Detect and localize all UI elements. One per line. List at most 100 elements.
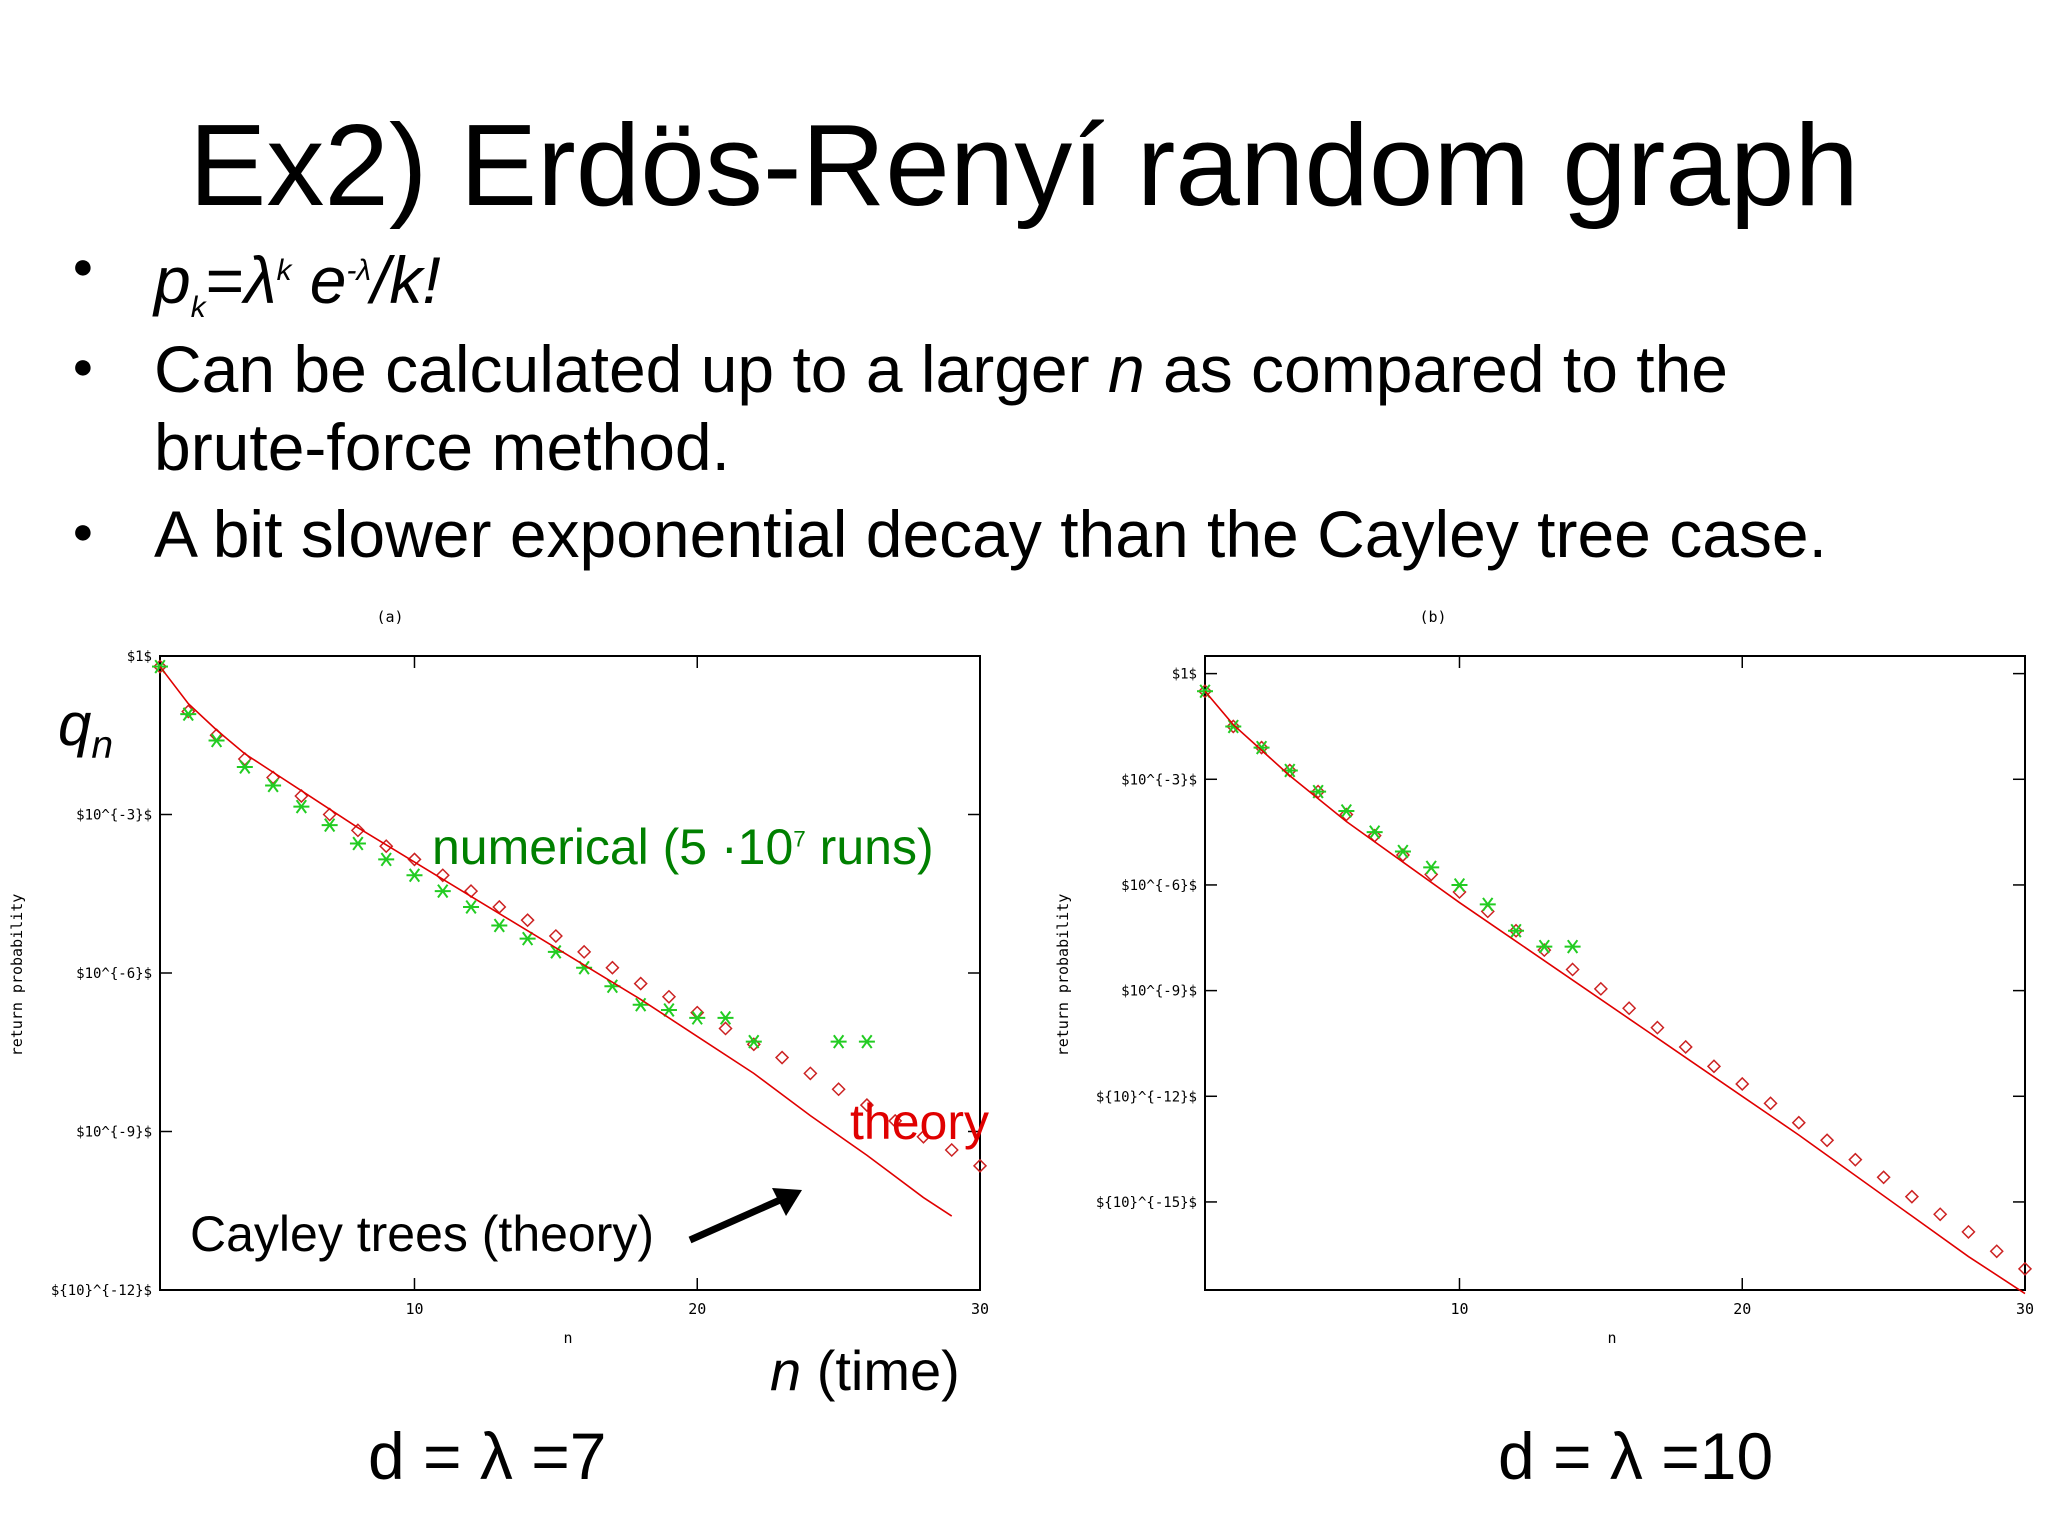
numerical-point-b [1366, 825, 1383, 840]
asterisk-stroke [182, 707, 194, 722]
numerical-point-a [293, 799, 310, 814]
asterisk-stroke [1199, 684, 1211, 699]
theory-point-a [266, 770, 281, 785]
numerical-point-a [660, 1002, 677, 1017]
x-axis-label-a: n [563, 1329, 572, 1347]
y-tick-label-b: ${10}^{-12}$ [1096, 1089, 1197, 1105]
x-axis-label-b: n [1607, 1329, 1616, 1347]
numerical-point-b [1310, 784, 1327, 799]
asterisk-stroke [324, 818, 336, 833]
asterisk-stroke [295, 799, 307, 814]
x-tick-label-b: 30 [2016, 1300, 2034, 1318]
theory-point-a [718, 1021, 733, 1036]
theory-point-b [1452, 884, 1467, 900]
theory-point-a [803, 1066, 818, 1081]
asterisk-stroke [408, 868, 421, 883]
numerical-point-a [349, 836, 366, 851]
numerical-point-b [1225, 719, 1242, 734]
theory-point-a [831, 1082, 846, 1097]
asterisk-stroke [833, 1034, 845, 1049]
numerical-point-b [1394, 844, 1411, 859]
cayley-annotation: Cayley trees (theory) [190, 1206, 655, 1262]
asterisk-stroke [1482, 897, 1494, 912]
numerical-point-a [858, 1034, 875, 1049]
numerical-point-a [434, 884, 451, 899]
theory-point-a [916, 1129, 931, 1144]
numerical-point-b [1479, 897, 1496, 912]
cayley-arrow-head [772, 1188, 802, 1216]
theory-point-a [435, 868, 450, 883]
asterisk-stroke [1397, 844, 1409, 859]
x-tick-label-a: 10 [405, 1300, 423, 1318]
asterisk-stroke [719, 1010, 732, 1025]
asterisk-stroke [1538, 939, 1550, 954]
theory-point-a [859, 1098, 874, 1113]
y-tick-label-a: $10^{-3}$ [76, 808, 152, 824]
panel-b-lambda-label: d = λ =10 [1498, 1419, 1774, 1493]
theory-point-a [661, 989, 677, 1004]
numerical-point-a [689, 1010, 706, 1025]
chart-b [1197, 655, 2033, 1295]
y-tick-label-b: ${10}^{-15}$ [1096, 1195, 1197, 1211]
panel-a-lambda-label: d = λ =7 [368, 1419, 607, 1493]
numerical-point-a [321, 818, 338, 833]
asterisk-stroke [606, 979, 619, 994]
theory-point-a [463, 884, 479, 899]
theory-point-a [237, 751, 252, 767]
asterisk-stroke [1453, 877, 1466, 892]
theory-annotation: theory [850, 1094, 989, 1150]
asterisk-stroke [663, 1002, 675, 1017]
numerical-point-b [1451, 877, 1468, 892]
asterisk-stroke [691, 1010, 703, 1025]
numerical-point-a [519, 931, 536, 946]
theory-point-b [1933, 1207, 1948, 1222]
asterisk-stroke [1340, 803, 1352, 818]
y-tick-label-a: $10^{-9}$ [76, 1125, 152, 1141]
y-tick-label-b: $10^{-6}$ [1121, 878, 1197, 894]
theory-point-a [775, 1050, 790, 1065]
numerical-point-a [265, 778, 282, 793]
asterisk-stroke [1227, 719, 1239, 734]
cayley-arrow-shaft [688, 1196, 782, 1244]
numerical-point-a [717, 1010, 734, 1025]
y-tick-label-a: ${10}^{-12}$ [51, 1283, 152, 1299]
numerical-annotation: numerical (5 ·107 runs) [432, 819, 934, 875]
numerical-point-a [632, 997, 649, 1012]
plot-frame-b [1204, 655, 2026, 1291]
y-tick-label-b: $1$ [1172, 667, 1197, 683]
asterisk-stroke [437, 884, 449, 899]
theory-point-b [1339, 807, 1354, 822]
theory-point-b [1565, 962, 1580, 977]
asterisk-stroke [861, 1034, 873, 1049]
y-axis-label-a: return probability [8, 894, 26, 1057]
theory-point-a [633, 976, 648, 991]
theory-point-a [379, 839, 394, 854]
y-tick-label-b: $10^{-9}$ [1121, 984, 1197, 1000]
theory-point-b [1904, 1189, 1919, 1204]
numerical-point-b [1423, 860, 1440, 875]
asterisk-stroke [352, 836, 364, 851]
theory-point-b [1848, 1152, 1863, 1167]
numerical-point-b [1508, 923, 1525, 938]
chart-a [152, 655, 988, 1291]
asterisk-stroke [1284, 763, 1296, 778]
asterisk-stroke [1255, 740, 1268, 755]
asterisk-stroke [1510, 923, 1522, 938]
x-tick-label-b: 20 [1733, 1300, 1751, 1318]
numerical-point-a [491, 918, 508, 933]
theory-point-a [577, 944, 592, 959]
theory-point-a [520, 913, 535, 928]
theory-point-b [1395, 847, 1410, 863]
theory-point-b [1197, 684, 1213, 699]
asterisk-stroke [550, 944, 562, 959]
chart-title-b: (b) [1419, 608, 1446, 626]
x-tick-label-a: 30 [971, 1300, 989, 1318]
qn-axis-label: qn [58, 691, 114, 767]
cayley-tree-curve-a [159, 666, 953, 1217]
theory-point-b [1791, 1115, 1806, 1130]
theory-point-b [1678, 1039, 1693, 1055]
theory-point-b [1650, 1020, 1665, 1035]
asterisk-stroke [210, 733, 223, 748]
theory-point-a [407, 852, 422, 867]
cayley-tree-curve-b [1204, 690, 2026, 1295]
